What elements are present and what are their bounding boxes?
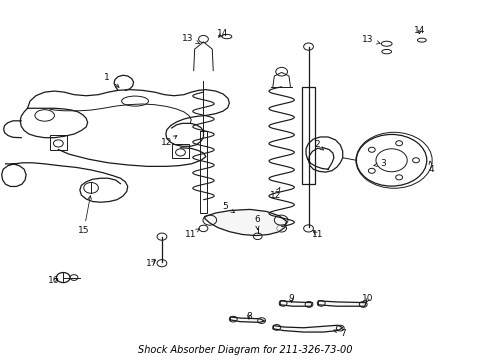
Text: 9: 9 — [288, 294, 294, 303]
Polygon shape — [280, 301, 313, 306]
Text: 5: 5 — [222, 202, 235, 212]
Text: 4: 4 — [429, 161, 435, 174]
Text: 12: 12 — [270, 188, 281, 199]
Polygon shape — [318, 301, 366, 306]
Polygon shape — [230, 317, 265, 322]
Bar — [172, 144, 189, 158]
Text: 16: 16 — [48, 276, 59, 285]
Text: 11: 11 — [185, 229, 199, 239]
Text: 11: 11 — [312, 230, 323, 239]
Text: 1: 1 — [104, 73, 119, 87]
Text: 17: 17 — [147, 259, 158, 268]
Bar — [302, 87, 315, 184]
Text: 12: 12 — [161, 136, 177, 147]
Text: 14: 14 — [218, 29, 229, 38]
Text: 7: 7 — [334, 329, 345, 338]
Text: 10: 10 — [363, 294, 374, 303]
Text: 8: 8 — [246, 312, 252, 321]
Bar — [200, 131, 207, 213]
Bar — [49, 135, 67, 149]
Text: 6: 6 — [254, 215, 260, 230]
Text: 13: 13 — [182, 34, 199, 44]
Text: 13: 13 — [363, 35, 380, 44]
Text: 2: 2 — [315, 140, 323, 150]
Polygon shape — [205, 210, 287, 235]
Text: Shock Absorber Diagram for 211-326-73-00: Shock Absorber Diagram for 211-326-73-00 — [138, 345, 352, 355]
Text: 15: 15 — [78, 196, 92, 235]
Text: 3: 3 — [374, 159, 386, 168]
Polygon shape — [273, 325, 343, 332]
Text: 14: 14 — [414, 26, 426, 35]
